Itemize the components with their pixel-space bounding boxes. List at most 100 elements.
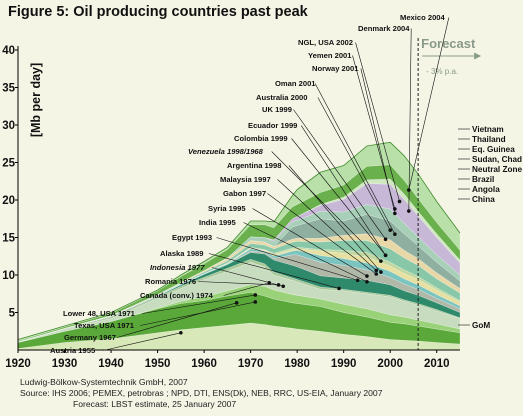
peak-dot-australia-2000 xyxy=(388,228,393,232)
peak-label-uk-1999: UK 1999 xyxy=(262,105,292,114)
x-tick-label-1970: 1970 xyxy=(238,358,264,370)
peak-leader-lower-48-usa-1971 xyxy=(142,294,256,314)
x-tick-label-2010: 2010 xyxy=(424,358,450,370)
peak-leader-argentina-1998 xyxy=(288,165,382,273)
peak-label-romania-1976: Romania 1976 xyxy=(145,277,196,286)
x-tick-label-1920: 1920 xyxy=(5,358,31,370)
y-tick-label-10: 10 xyxy=(2,270,15,282)
peak-label-india-1995: India 1995 xyxy=(199,218,236,227)
forecast-arrow-head xyxy=(474,52,482,60)
peak-label-venezuela-1998-1968: Venezuela 1998/1968 xyxy=(188,147,264,156)
y-tick-label-20: 20 xyxy=(2,195,15,207)
x-tick-label-1930: 1930 xyxy=(52,358,78,370)
peak-dot-alaska-1989 xyxy=(337,286,341,291)
peak-label-austria-1955: Austria 1955 xyxy=(50,346,96,355)
peak-label-germany-1967: Germany 1967 xyxy=(64,333,116,342)
y-tick-label-25: 25 xyxy=(2,158,15,170)
total-outline xyxy=(17,141,461,340)
peak-label-ecuador-1999: Ecuador 1999 xyxy=(248,121,297,130)
peak-annotations: Mexico 2004 Denmark 2004 NGL, USA 2002 Yeme… xyxy=(50,13,450,355)
legend-label-eq-guinea: Eq. Guinea xyxy=(472,145,515,154)
peak-dot-egypt-1993 xyxy=(355,278,360,283)
peak-leader-denmark-2004 xyxy=(408,28,412,212)
x-tick-label-1960: 1960 xyxy=(191,358,217,370)
legend-label-gom: GoM xyxy=(472,321,490,330)
peak-label-alaska-1989: Alaska 1989 xyxy=(160,249,204,258)
x-tick-label-2000: 2000 xyxy=(377,358,403,370)
peak-label-texas-usa-1971: Texas, USA 1971 xyxy=(74,321,135,330)
legend-label-thailand: Thailand xyxy=(472,135,506,144)
peak-label-lower-48-usa-1971: Lower 48, USA 1971 xyxy=(63,309,136,318)
peak-leader-norway-2001 xyxy=(360,68,396,214)
peak-label-yemen-2001: Yemen 2001 xyxy=(308,51,352,60)
peak-label-malaysia-1997: Malaysia 1997 xyxy=(220,175,271,184)
legend-label-vietnam: Vietnam xyxy=(472,125,504,134)
axes: 1920 1930 1940 1950 1960 1970 1980 1990 2000 2010… xyxy=(2,45,460,370)
legend-label-angola: Angola xyxy=(472,185,500,194)
peak-dot-gabon-1997 xyxy=(374,272,379,276)
peak-dot-malaysia-1997 xyxy=(374,268,379,273)
x-tick-label-1940: 1940 xyxy=(98,358,124,370)
peak-dot-colombia-1999 xyxy=(383,253,388,258)
peak-leader-colombia-1999 xyxy=(291,138,386,256)
chart-title: Figure 5: Oil producing countries past p… xyxy=(8,4,308,20)
peak-dot-romania-1976 xyxy=(276,283,281,287)
peak-dot-austria-1955 xyxy=(179,330,183,335)
legend-label-china: China xyxy=(472,195,495,204)
peak-leader-india-1995 xyxy=(243,222,368,283)
peak-leader-syria-1995 xyxy=(252,208,368,277)
peak-leader-alaska-1989 xyxy=(208,253,340,289)
forecast-overlay: Forecast - 3% p.a. xyxy=(417,36,482,350)
peak-leader-mexico-2004 xyxy=(408,17,450,191)
y-tick-label-40: 40 xyxy=(2,45,15,57)
y-axis-label: [Mb per day] xyxy=(29,63,43,137)
peak-dot-norway-2001 xyxy=(393,211,397,216)
peak-leader-ecuador-1999 xyxy=(300,125,386,256)
peak-leader-gabon-1997 xyxy=(267,193,377,275)
peak-dot-canada-conv-1974 xyxy=(267,280,272,285)
x-tick-label-1980: 1980 xyxy=(284,358,310,370)
peak-label-argentina-1998: Argentina 1998 xyxy=(227,161,281,170)
peak-leader-indonesia-1977 xyxy=(211,267,284,287)
footer-source: Source: IHS 2006; PEMEX, petrobras ; NPD… xyxy=(20,388,383,398)
peak-label-canada-conv-1974: Canada (conv.) 1974 xyxy=(140,291,214,300)
peak-dot-denmark-2004 xyxy=(407,209,411,213)
legend-label-neutral-zone: Neutral Zone xyxy=(472,165,522,174)
series-areas xyxy=(17,141,461,351)
peak-label-colombia-1999: Colombia 1999 xyxy=(234,134,288,143)
peak-leader-venezuela-1998-1968 xyxy=(271,151,382,262)
peak-leader-egypt-1993 xyxy=(216,237,358,281)
peak-dot-texas-usa-1971 xyxy=(253,300,258,304)
peak-label-ngl-usa-2002: NGL, USA 2002 xyxy=(298,38,353,47)
peak-dot-lower-48-usa-1971 xyxy=(253,293,258,297)
x-tick-label-1950: 1950 xyxy=(145,358,171,370)
peak-dot-uk-1999 xyxy=(383,237,388,242)
peak-leader-malaysia-1997 xyxy=(277,179,377,271)
peak-label-oman-2001: Oman 2001 xyxy=(275,79,316,88)
y-tick-label-35: 35 xyxy=(2,83,15,95)
peak-dot-germany-1967 xyxy=(234,301,239,305)
y-tick-label-30: 30 xyxy=(2,120,15,132)
peak-leader-austria-1955 xyxy=(103,332,181,351)
forecast-label: Forecast xyxy=(421,36,476,51)
peak-leader-texas-usa-1971 xyxy=(140,301,256,326)
footer-credit: Ludwig-Bölkow-Systemtechnik GmbH, 2007 xyxy=(20,377,188,387)
peak-dot-venezuela-1998-1968 xyxy=(379,259,383,263)
peak-label-norway-2001: Norway 2001 xyxy=(312,64,359,73)
y-tick-label-15: 15 xyxy=(2,233,15,245)
peak-label-egypt-1993: Egypt 1993 xyxy=(172,233,212,242)
source-footer: Ludwig-Bölkow-Systemtechnik GmbH, 2007 S… xyxy=(20,377,383,410)
forecast-decline-label: - 3% p.a. xyxy=(426,67,458,76)
footer-forecast: Forecast: LBST estimate, 25 January 2007 xyxy=(73,399,237,409)
peak-label-indonesia-1977: Indonesia 1977 xyxy=(150,263,205,272)
x-tick-label-1990: 1990 xyxy=(331,358,357,370)
peak-label-australia-2000: Australia 2000 xyxy=(256,93,308,102)
peak-leader-ngl-usa-2002 xyxy=(355,42,400,202)
peak-leader-uk-1999 xyxy=(293,109,386,240)
peak-label-syria-1995: Syria 1995 xyxy=(208,204,246,213)
peak-dot-ngl-usa-2002 xyxy=(397,199,402,204)
peak-leader-canada-conv-1974 xyxy=(223,282,270,296)
peak-leader-australia-2000 xyxy=(317,97,391,231)
